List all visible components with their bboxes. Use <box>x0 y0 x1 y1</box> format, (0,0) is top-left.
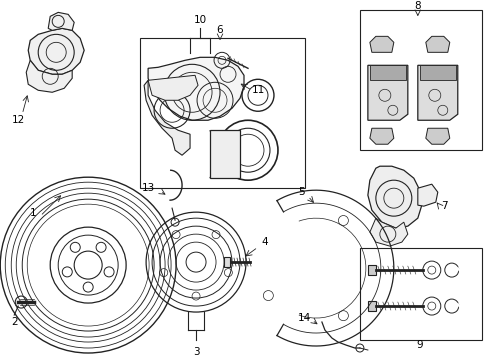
Polygon shape <box>418 65 458 120</box>
Polygon shape <box>368 166 422 228</box>
Polygon shape <box>148 75 198 100</box>
Text: 8: 8 <box>415 1 421 12</box>
Polygon shape <box>148 57 244 120</box>
Bar <box>360 10 482 150</box>
Polygon shape <box>210 130 240 178</box>
Polygon shape <box>420 65 456 80</box>
Polygon shape <box>418 184 438 206</box>
Text: 4: 4 <box>262 237 269 247</box>
Polygon shape <box>368 65 408 120</box>
Text: 11: 11 <box>251 85 265 95</box>
Polygon shape <box>370 36 394 52</box>
Polygon shape <box>426 128 450 144</box>
Text: 12: 12 <box>12 115 25 125</box>
Text: 13: 13 <box>142 183 155 193</box>
Polygon shape <box>370 65 406 80</box>
Polygon shape <box>368 265 376 275</box>
Text: 6: 6 <box>217 25 223 35</box>
Polygon shape <box>28 28 84 74</box>
Bar <box>140 38 305 188</box>
Bar <box>360 248 482 340</box>
Polygon shape <box>224 257 230 267</box>
Text: 3: 3 <box>193 347 199 357</box>
Polygon shape <box>426 36 450 52</box>
Text: 7: 7 <box>441 201 448 211</box>
Text: 1: 1 <box>30 208 37 218</box>
Text: 14: 14 <box>297 313 311 323</box>
Text: 2: 2 <box>11 317 18 327</box>
Text: 9: 9 <box>416 340 423 350</box>
Polygon shape <box>370 128 394 144</box>
Polygon shape <box>368 301 376 311</box>
Text: 5: 5 <box>298 187 305 197</box>
Polygon shape <box>370 218 408 246</box>
Polygon shape <box>48 12 74 30</box>
Polygon shape <box>26 60 72 92</box>
Text: 10: 10 <box>194 15 207 25</box>
Polygon shape <box>144 80 190 155</box>
